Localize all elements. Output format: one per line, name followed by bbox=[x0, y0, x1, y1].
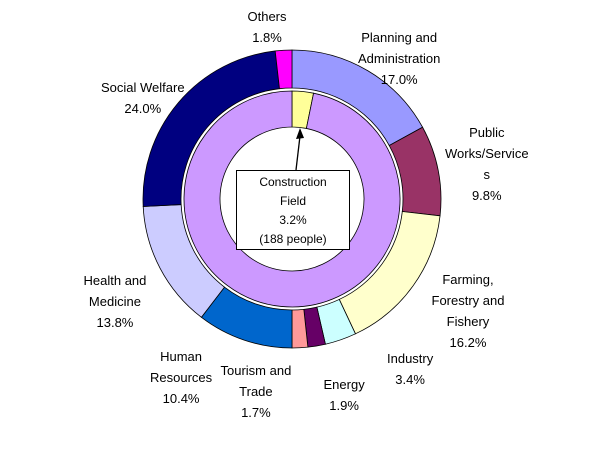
slice-label-6: Human Resources 10.4% bbox=[150, 346, 212, 409]
construction-field-callout: Construction Field 3.2% (188 people) bbox=[236, 170, 350, 250]
slice-label-name: Public bbox=[469, 125, 505, 140]
outer-slice-9 bbox=[274, 49, 293, 90]
slice-label-1: Public Works/Service s 9.8% bbox=[445, 122, 529, 206]
arrow-head bbox=[296, 128, 304, 139]
slice-label-5: Tourism and Trade 1.7% bbox=[221, 360, 292, 423]
slice-label-value: 10.4% bbox=[162, 391, 200, 406]
inner-slice-1 bbox=[183, 90, 401, 308]
callout-line: 3.2% bbox=[279, 213, 307, 227]
slice-label-4: Energy 1.9% bbox=[324, 374, 365, 416]
slice-label-name: Human bbox=[160, 349, 203, 364]
outer-ring bbox=[142, 49, 442, 349]
slice-label-value: 24.0% bbox=[124, 101, 162, 116]
slice-label-name: Administration bbox=[358, 51, 441, 66]
slice-label-value: 1.8% bbox=[252, 30, 282, 45]
slice-label-name: Fishery bbox=[446, 314, 490, 329]
arrow-line bbox=[295, 135, 301, 171]
callout-arrow bbox=[295, 128, 304, 171]
slice-label-name: Others bbox=[247, 9, 287, 24]
callout-line: (188 people) bbox=[259, 232, 327, 246]
slice-label-name: Tourism and bbox=[220, 363, 292, 378]
inner-ring bbox=[183, 90, 401, 308]
slice-label-name: Medicine bbox=[88, 294, 141, 309]
slice-label-name: Works/Service bbox=[445, 146, 529, 161]
slice-label-name: Resources bbox=[150, 370, 213, 385]
slice-label-8: Social Welfare 24.0% bbox=[101, 77, 185, 119]
callout-line: Field bbox=[279, 194, 306, 208]
slice-label-name: Forestry and bbox=[431, 293, 505, 308]
slice-label-9: Others 1.8% bbox=[248, 6, 287, 48]
slice-label-value: 1.9% bbox=[329, 398, 359, 413]
slice-label-3: Industry 3.4% bbox=[387, 348, 433, 390]
slice-label-value: 13.8% bbox=[96, 315, 134, 330]
slice-label-name: Industry bbox=[387, 351, 434, 366]
slice-label-name: Social Welfare bbox=[101, 80, 185, 95]
slice-label-value: 16.2% bbox=[449, 335, 487, 350]
callout-line: Construction bbox=[259, 175, 327, 189]
slice-label-name: Planning and bbox=[361, 30, 438, 45]
slice-label-value: 9.8% bbox=[471, 188, 502, 203]
slice-label-value: 17.0% bbox=[380, 72, 418, 87]
slice-label-name: Health and bbox=[83, 273, 147, 288]
slice-label-name: Energy bbox=[323, 377, 365, 392]
slice-label-value: 1.7% bbox=[241, 405, 271, 420]
slice-label-name: Farming, bbox=[442, 272, 494, 287]
slice-label-name: Trade bbox=[239, 384, 273, 399]
slice-label-7: Health and Medicine 13.8% bbox=[84, 270, 147, 333]
slice-label-0: Planning and Administration 17.0% bbox=[358, 27, 440, 90]
slice-label-2: Farming, Forestry and Fishery 16.2% bbox=[432, 269, 505, 353]
slice-label-name: s bbox=[483, 167, 491, 182]
slice-label-value: 3.4% bbox=[395, 372, 425, 387]
